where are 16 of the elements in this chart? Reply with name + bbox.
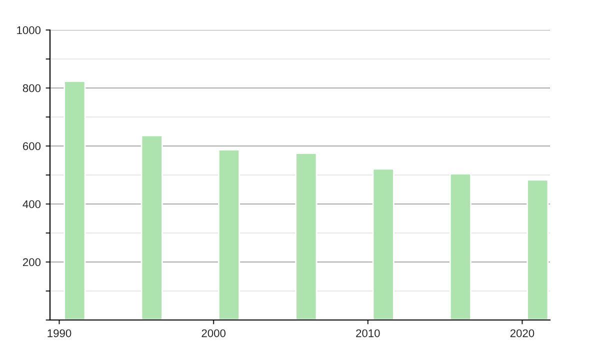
bar — [449, 173, 472, 320]
bar — [218, 149, 240, 320]
bar — [64, 80, 86, 320]
bar — [140, 134, 163, 320]
y-tick-label: 800 — [22, 84, 41, 92]
bar — [372, 168, 394, 320]
x-tick-label: 2000 — [202, 329, 226, 338]
y-tick-label: 600 — [23, 142, 41, 150]
y-tick-label: 200 — [22, 258, 41, 266]
bar — [295, 152, 318, 320]
x-tick-label: 2020 — [510, 329, 534, 338]
y-tick-label: 1000 — [17, 26, 41, 34]
y-tick-label: 400 — [22, 200, 41, 208]
x-tick-label: 2010 — [356, 329, 380, 338]
x-tick-label: 1990 — [48, 329, 72, 338]
bar — [526, 179, 549, 320]
